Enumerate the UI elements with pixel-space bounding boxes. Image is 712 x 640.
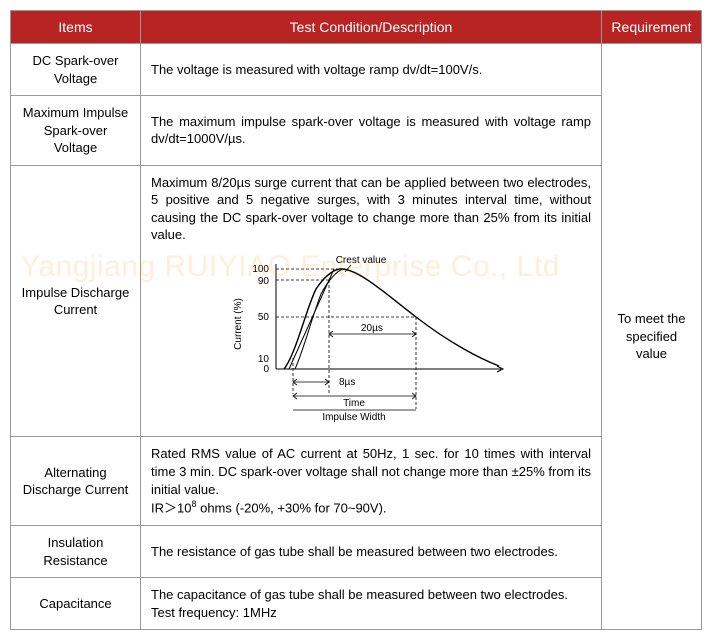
spec-table: Items Test Condition/Description Require…	[10, 10, 702, 630]
alt-desc-ir-b: ohms (-20%, +30% for 70~90V).	[196, 500, 386, 515]
row-desc: Rated RMS value of AC current at 50Hz, 1…	[141, 437, 602, 526]
ytick-90: 90	[258, 276, 270, 287]
ytick-50: 50	[258, 312, 270, 323]
table-row: Impulse Discharge Current Maximum 8/20µs…	[11, 165, 702, 437]
cap-desc-1: The capacitance of gas tube shall be mea…	[151, 587, 568, 602]
curve-main	[284, 269, 499, 369]
t8-label: 8µs	[339, 377, 355, 388]
table-row: Alternating Discharge Current Rated RMS …	[11, 437, 702, 526]
ytick-0: 0	[263, 364, 269, 375]
col-header-condition: Test Condition/Description	[141, 11, 602, 44]
row-desc: The voltage is measured with voltage ram…	[141, 44, 602, 96]
cap-desc-2: Test frequency: 1MHz	[151, 605, 277, 620]
time-label: Time	[343, 398, 365, 409]
table-row: Maximum Impulse Spark-over Voltage The m…	[11, 96, 702, 166]
yaxis-label: Current (%)	[233, 298, 244, 350]
table-row: Capacitance The capacitance of gas tube …	[11, 578, 702, 630]
row-item: Capacitance	[11, 578, 141, 630]
row-desc: The maximum impulse spark-over voltage i…	[141, 96, 602, 166]
ytick-100: 100	[252, 264, 269, 275]
table-row: DC Spark-over Voltage The voltage is mea…	[11, 44, 702, 96]
row-item: Impulse Discharge Current	[11, 165, 141, 437]
row-item: DC Spark-over Voltage	[11, 44, 141, 96]
crest-label: Crest value	[336, 255, 387, 266]
impulse-chart: 100 90 50 10 0 Current (%) Crest value	[151, 254, 591, 429]
impulse-waveform-svg: 100 90 50 10 0 Current (%) Crest value	[221, 254, 521, 424]
row-item: Insulation Resistance	[11, 525, 141, 577]
alt-desc-ir-a: IR＞10	[151, 500, 191, 515]
col-header-items: Items	[11, 11, 141, 44]
t20-label: 20µs	[361, 323, 383, 334]
row-desc: The capacitance of gas tube shall be mea…	[141, 578, 602, 630]
row-desc: Maximum 8/20µs surge current that can be…	[141, 165, 602, 437]
requirement-cell: To meet the specified value	[602, 44, 702, 630]
row-item: Maximum Impulse Spark-over Voltage	[11, 96, 141, 166]
row-desc: The resistance of gas tube shall be meas…	[141, 525, 602, 577]
impulse-desc-text: Maximum 8/20µs surge current that can be…	[151, 175, 591, 243]
alt-desc-line1: Rated RMS value of AC current at 50Hz, 1…	[151, 446, 591, 496]
impulse-width-label: Impulse Width	[322, 412, 385, 423]
row-item: Alternating Discharge Current	[11, 437, 141, 526]
table-row: Insulation Resistance The resistance of …	[11, 525, 702, 577]
col-header-requirement: Requirement	[602, 11, 702, 44]
